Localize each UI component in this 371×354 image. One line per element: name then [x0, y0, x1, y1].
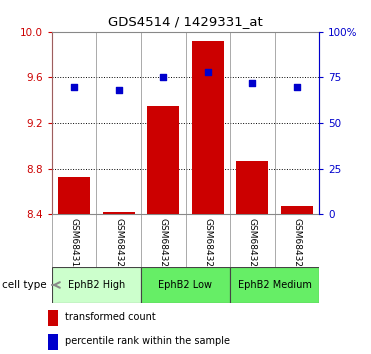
Bar — [230, 267, 319, 303]
Text: GSM684324: GSM684324 — [203, 218, 212, 273]
Text: percentile rank within the sample: percentile rank within the sample — [65, 336, 230, 346]
Text: EphB2 Medium: EphB2 Medium — [237, 280, 312, 290]
Text: GSM684320: GSM684320 — [248, 218, 257, 273]
Bar — [58, 177, 90, 214]
Text: EphB2 Low: EphB2 Low — [158, 280, 213, 290]
Point — [116, 87, 122, 93]
Bar — [48, 335, 58, 350]
Text: cell type: cell type — [2, 280, 46, 290]
Point — [160, 75, 166, 80]
Bar — [236, 161, 268, 214]
Bar — [147, 106, 179, 214]
Bar — [281, 206, 313, 214]
Text: transformed count: transformed count — [65, 312, 156, 322]
Bar — [141, 267, 230, 303]
Bar — [192, 41, 224, 214]
Text: GSM684321: GSM684321 — [159, 218, 168, 273]
Title: GDS4514 / 1429331_at: GDS4514 / 1429331_at — [108, 15, 263, 28]
Bar — [48, 310, 58, 326]
Point — [205, 69, 211, 75]
Point — [294, 84, 300, 89]
Text: GSM684323: GSM684323 — [292, 218, 301, 273]
Text: EphB2 High: EphB2 High — [68, 280, 125, 290]
Bar — [103, 212, 135, 214]
Point — [249, 80, 255, 86]
Text: GSM684322: GSM684322 — [114, 218, 123, 273]
Bar — [52, 267, 141, 303]
Text: GSM684319: GSM684319 — [70, 218, 79, 273]
Point — [71, 84, 77, 89]
